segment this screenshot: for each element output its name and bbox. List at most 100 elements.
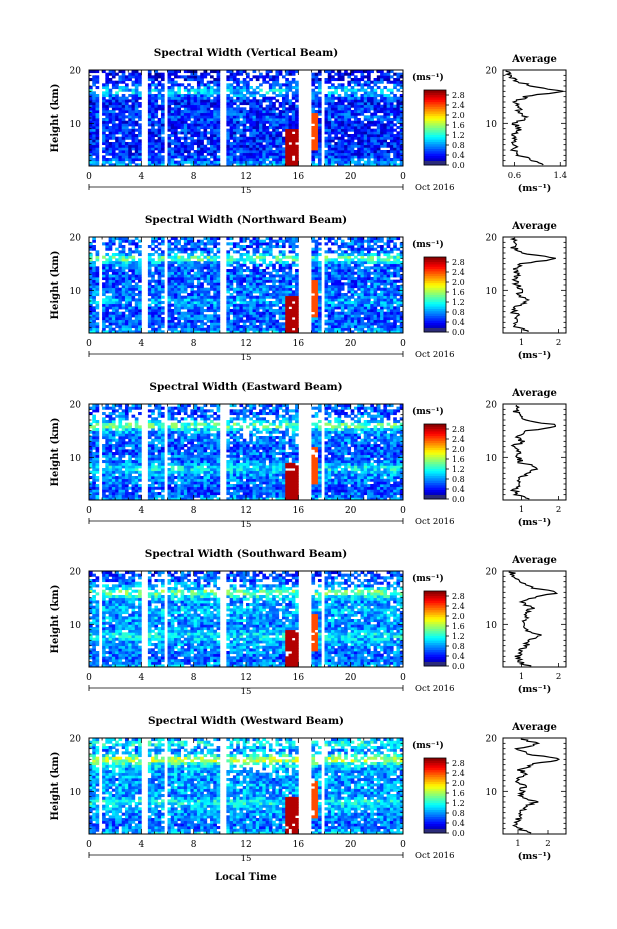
- colorbar-cell: [424, 313, 446, 316]
- heatmap-cells: [89, 70, 404, 167]
- colorbar-frame: [423, 89, 447, 166]
- colorbar-cell: [424, 259, 446, 263]
- colorbar-tick-label: 2.8: [452, 759, 465, 768]
- colorbar-cell: [424, 435, 446, 439]
- colorbar-cell: [424, 607, 446, 611]
- colorbar-tick-label: 2.8: [452, 592, 465, 601]
- colorbar-cell: [424, 275, 446, 279]
- colorbar-tick-label: 1.2: [452, 632, 465, 641]
- colorbar-cell: [424, 797, 446, 801]
- average-title: Average: [511, 54, 557, 65]
- y-tick-label: 20: [70, 67, 82, 77]
- colorbar-tick-label: 2.0: [452, 779, 465, 788]
- panel-title: Spectral Width (Northward Beam): [145, 214, 347, 226]
- colorbar-low-cell: [424, 829, 446, 833]
- colorbar-cell: [424, 616, 446, 620]
- average-y-tick-label: 10: [486, 287, 498, 297]
- colorbar-cell: [424, 807, 446, 810]
- colorbar-cell: [424, 99, 446, 103]
- colorbar-cell: [424, 758, 446, 761]
- date-label: Oct 2016: [415, 517, 454, 527]
- colorbar-cell: [424, 141, 446, 145]
- colorbar-cell: [424, 127, 446, 131]
- x-tick-label: 0: [400, 506, 406, 516]
- x-tick-label: 12: [240, 673, 251, 683]
- colorbar-cell: [424, 788, 446, 792]
- average-y-tick-label: 20: [486, 401, 498, 411]
- colorbar-tick-label: 1.6: [452, 789, 465, 798]
- y-axis-label: Height (km): [50, 752, 61, 821]
- x-tick-label: 0: [86, 673, 92, 683]
- colorbar-tick-label: 1.6: [452, 455, 465, 464]
- panel-title: Spectral Width (Eastward Beam): [149, 381, 342, 393]
- colorbar-tick-label: 0.8: [452, 141, 465, 150]
- colorbar-cell: [424, 452, 446, 455]
- colorbar-cell: [424, 143, 446, 147]
- average-y-tick-label: 10: [486, 454, 498, 464]
- average-x-tick-label: 2: [556, 505, 561, 515]
- colorbar-cell: [424, 303, 446, 307]
- colorbar-tick-label: 0.0: [452, 328, 465, 337]
- average-x-tick-label: 1: [515, 839, 520, 849]
- average-x-tick-label: 1.4: [554, 171, 568, 181]
- x-tick-label: 0: [86, 840, 92, 850]
- y-tick-label: 10: [70, 287, 82, 297]
- colorbar-cell: [424, 442, 446, 446]
- colorbar-cell: [424, 306, 446, 309]
- colorbar-cell: [424, 642, 446, 646]
- colorbar-cell: [424, 774, 446, 778]
- colorbar-tick-label: 0.4: [452, 485, 465, 494]
- average-frame: [502, 737, 567, 835]
- colorbar-cell: [424, 136, 446, 140]
- date-label: Oct 2016: [415, 851, 454, 861]
- colorbar-cell: [424, 438, 446, 441]
- colorbar-cell: [424, 628, 446, 632]
- average-x-label: (ms⁻¹): [518, 350, 552, 361]
- colorbar-cell: [424, 635, 446, 639]
- y-axis-label: Height (km): [50, 418, 61, 487]
- colorbar-cell: [424, 108, 446, 112]
- average-x-tick-label: 1: [519, 505, 524, 515]
- colorbar-cell: [424, 621, 446, 625]
- colorbar-cell: [424, 802, 446, 806]
- colorbar-tick-label: 1.2: [452, 465, 465, 474]
- colorbar-tick-label: 2.4: [452, 435, 465, 444]
- average-y-tick-label: 10: [486, 788, 498, 798]
- colorbar-cell: [424, 658, 446, 662]
- colorbar-cell: [424, 475, 446, 479]
- colorbar-cell: [424, 633, 446, 636]
- colorbar-cell: [424, 296, 446, 300]
- colorbar-cell: [424, 814, 446, 817]
- x-tick-label: 8: [191, 172, 197, 182]
- colorbar-low-cell: [424, 662, 446, 666]
- colorbar-cell: [424, 781, 446, 785]
- colorbar-low-cell: [424, 328, 446, 332]
- x-tick-label: 16: [293, 339, 305, 349]
- colorbar-tick-label: 2.4: [452, 602, 465, 611]
- x-tick-label: 0: [86, 506, 92, 516]
- colorbar-cell: [424, 317, 446, 321]
- colorbar-cell: [424, 134, 446, 138]
- x-tick-label: 20: [345, 339, 357, 349]
- colorbar-cell: [424, 466, 446, 469]
- panel-title: Spectral Width (Southward Beam): [145, 548, 347, 560]
- x-tick-label: 20: [345, 840, 357, 850]
- heatmap-cells: [89, 404, 404, 501]
- average-title: Average: [511, 555, 557, 566]
- colorbar-frame: [423, 423, 447, 500]
- colorbar-cell: [424, 94, 446, 98]
- average-profile-line: [511, 738, 561, 834]
- colorbar-cell: [424, 90, 446, 93]
- average-x-tick-label: 2: [545, 839, 550, 849]
- heatmap-cells: [89, 571, 404, 668]
- average-x-tick-label: 1: [519, 672, 524, 682]
- x-tick-label: 16: [293, 673, 305, 683]
- average-x-tick-label: 1: [519, 338, 524, 348]
- x-tick-label: 8: [191, 506, 197, 516]
- x-axis-label: Local Time: [215, 872, 277, 883]
- colorbar-cell: [424, 654, 446, 658]
- colorbar-cell: [424, 760, 446, 764]
- colorbar-cell: [424, 487, 446, 491]
- colorbar-cell: [424, 282, 446, 286]
- colorbar-cell: [424, 125, 446, 128]
